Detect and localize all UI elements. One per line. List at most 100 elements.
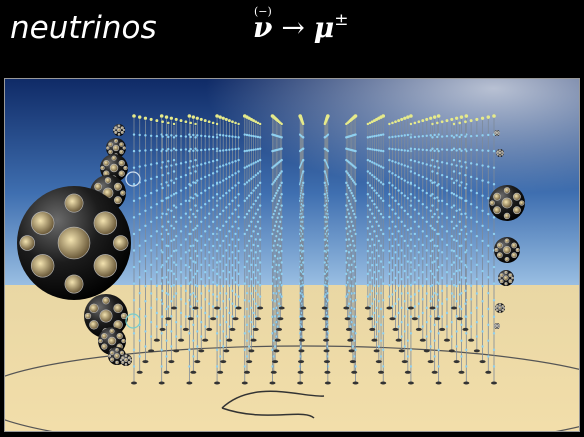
dom	[481, 345, 483, 347]
pmt	[500, 274, 503, 277]
dom	[346, 196, 348, 198]
dom	[144, 240, 146, 242]
anchor	[454, 360, 460, 363]
buoy	[196, 117, 199, 120]
dom	[352, 285, 354, 287]
pmt	[499, 311, 501, 313]
dom	[388, 159, 390, 161]
pmt	[495, 248, 498, 251]
dom	[430, 300, 432, 302]
dom	[430, 179, 432, 181]
dom	[150, 235, 152, 237]
dom	[144, 210, 146, 212]
anchor	[137, 371, 143, 374]
dom	[167, 208, 169, 210]
dom	[180, 257, 182, 259]
dom	[231, 290, 233, 292]
pmt	[120, 359, 122, 361]
dom	[252, 298, 254, 300]
anchor	[346, 328, 352, 331]
dom	[271, 349, 273, 351]
dom	[259, 227, 261, 229]
dom	[150, 307, 152, 309]
dom	[348, 277, 350, 279]
pmt	[504, 213, 510, 219]
dom	[194, 136, 196, 138]
dom	[234, 221, 236, 223]
anchor	[402, 360, 408, 363]
dom	[400, 292, 402, 294]
pmt	[120, 191, 125, 196]
dom	[324, 269, 326, 271]
dom	[208, 174, 210, 176]
dom	[373, 135, 375, 137]
dom	[371, 135, 373, 137]
dom	[464, 315, 466, 317]
buoy	[208, 120, 211, 123]
dom	[271, 282, 273, 284]
dom	[212, 269, 214, 271]
dom	[170, 345, 172, 347]
dom	[180, 312, 182, 314]
dom	[188, 166, 190, 168]
dom	[436, 269, 438, 271]
dom	[257, 221, 259, 223]
dom	[404, 345, 406, 347]
buoy	[167, 122, 170, 125]
dom	[388, 193, 390, 195]
dom	[194, 182, 196, 184]
dom	[212, 233, 214, 235]
anchor	[474, 349, 480, 352]
dom	[252, 244, 254, 246]
buoy	[437, 114, 441, 118]
dom	[455, 225, 457, 227]
dom	[422, 149, 424, 151]
dom	[348, 187, 350, 189]
pmt	[20, 236, 35, 251]
dom	[367, 295, 369, 297]
dom	[345, 284, 347, 286]
pmt	[90, 320, 99, 329]
anchor	[298, 360, 304, 363]
pmt	[498, 277, 500, 279]
dom	[324, 204, 326, 206]
dom	[476, 264, 478, 266]
dom	[414, 184, 416, 186]
dom	[279, 196, 281, 198]
dom	[369, 208, 371, 210]
dom	[367, 204, 369, 206]
dom	[414, 136, 416, 138]
dom	[433, 276, 435, 278]
dom	[278, 213, 280, 215]
dom	[173, 227, 175, 229]
buoy	[200, 118, 203, 121]
dom	[274, 285, 276, 287]
dom	[278, 264, 280, 266]
dom	[422, 189, 424, 191]
dom	[196, 345, 198, 347]
dom	[414, 281, 416, 283]
buoy	[150, 118, 153, 121]
dom	[437, 166, 439, 168]
dom	[194, 295, 196, 297]
pmt	[502, 309, 504, 311]
dom	[244, 349, 246, 351]
dom	[167, 281, 169, 283]
dom	[345, 216, 347, 218]
dom	[302, 239, 304, 241]
dom	[144, 270, 146, 272]
dom	[231, 187, 233, 189]
dom	[185, 200, 187, 202]
dom	[455, 270, 457, 272]
dom	[170, 255, 172, 257]
dom	[257, 184, 259, 186]
dom	[156, 189, 158, 191]
dom	[170, 225, 172, 227]
dom	[180, 135, 182, 137]
buoy	[138, 115, 141, 118]
dom	[225, 235, 227, 237]
dom	[194, 250, 196, 252]
dom	[274, 225, 276, 227]
pmt	[99, 339, 103, 343]
anchor	[168, 360, 174, 363]
